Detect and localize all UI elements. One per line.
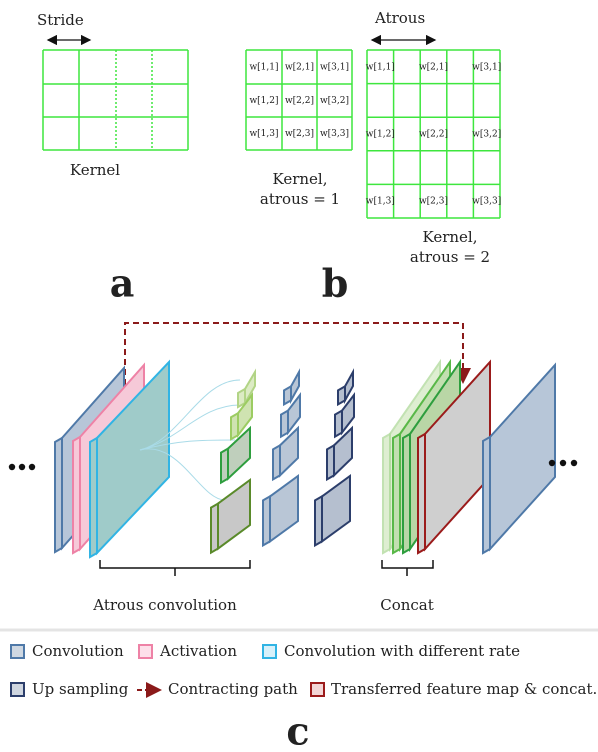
kernel-weight: w[1,2] bbox=[366, 130, 395, 140]
kernel-weight: w[1,1] bbox=[366, 62, 395, 72]
kernel-weight: w[2,1] bbox=[419, 62, 448, 72]
layer bbox=[322, 476, 350, 541]
layer-edge bbox=[338, 386, 345, 404]
bracket bbox=[100, 560, 250, 576]
kernel-weight: w[1,3] bbox=[366, 197, 395, 207]
concat-label: Concat bbox=[380, 596, 434, 614]
layer-edge bbox=[273, 445, 280, 479]
ellipsis-dot bbox=[571, 460, 577, 466]
legend-swatch bbox=[139, 645, 152, 658]
legend-text: Activation bbox=[159, 642, 237, 660]
layer-edge bbox=[231, 413, 238, 439]
atrous-label: Atrous bbox=[374, 9, 425, 27]
layer-edge bbox=[211, 504, 218, 553]
kernel-weight: w[3,3] bbox=[472, 197, 501, 207]
caption: Kernel, bbox=[423, 228, 478, 246]
ellipsis-dot bbox=[29, 464, 35, 470]
legend-swatch bbox=[311, 683, 324, 696]
legend-text: Contracting path bbox=[168, 680, 298, 698]
bracket bbox=[382, 560, 433, 576]
atrous-conv-label: Atrous convolution bbox=[92, 596, 237, 614]
layer-edge bbox=[221, 449, 228, 483]
kernel-weight: w[2,2] bbox=[419, 130, 448, 140]
layer bbox=[291, 372, 299, 400]
kernel-weight: w[2,2] bbox=[285, 96, 314, 106]
kernel-weight: w[3,2] bbox=[472, 130, 501, 140]
legend-text: Up sampling bbox=[32, 680, 129, 698]
layer-edge bbox=[90, 438, 97, 557]
ellipsis-dot bbox=[9, 464, 15, 470]
layer-edge bbox=[483, 437, 490, 553]
legend-swatch bbox=[11, 645, 24, 658]
layer bbox=[345, 372, 353, 400]
layer-edge bbox=[335, 411, 342, 437]
layer bbox=[270, 476, 298, 541]
layer-edge bbox=[263, 496, 270, 545]
legend-swatch bbox=[263, 645, 276, 658]
stride-label: Stride bbox=[37, 11, 84, 29]
kernel-weight: w[3,3] bbox=[320, 129, 349, 139]
layer-edge bbox=[284, 386, 291, 404]
kernel-weight: w[1,3] bbox=[249, 129, 278, 139]
ellipsis-dot bbox=[19, 464, 25, 470]
panel-letter: c bbox=[286, 709, 309, 752]
kernel-weight: w[3,2] bbox=[320, 96, 349, 106]
ellipsis-dot bbox=[549, 460, 555, 466]
kernel-weight: w[1,1] bbox=[249, 63, 278, 73]
kernel-weight: w[2,3] bbox=[419, 197, 448, 207]
layer-edge bbox=[281, 411, 288, 437]
layers bbox=[9, 362, 577, 557]
legend-text: Transferred feature map & concat. bbox=[331, 680, 597, 698]
caption: atrous = 2 bbox=[410, 248, 490, 266]
layer bbox=[490, 365, 555, 549]
contracting-path bbox=[125, 323, 463, 385]
layer-edge bbox=[393, 434, 400, 553]
layer-edge bbox=[327, 445, 334, 479]
panel-letter: a bbox=[110, 261, 135, 306]
legend-text: Convolution with different rate bbox=[284, 642, 520, 660]
kernel-label: Kernel bbox=[70, 161, 120, 179]
kernel-weight: w[2,1] bbox=[285, 63, 314, 73]
layer-edge bbox=[383, 434, 390, 553]
layer bbox=[218, 480, 250, 549]
kernel-weight: w[1,2] bbox=[249, 96, 278, 106]
layer-edge bbox=[315, 496, 322, 545]
panel-letter: b bbox=[322, 261, 349, 306]
layer-edge bbox=[403, 434, 410, 553]
legend-text: Convolution bbox=[32, 642, 124, 660]
layer-edge bbox=[418, 434, 425, 553]
caption: Kernel, bbox=[273, 170, 328, 188]
figure: Stride Kernel a Atrous Kernel, atrous = … bbox=[0, 0, 598, 752]
layer-edge bbox=[73, 437, 80, 553]
kernel-weight: w[3,1] bbox=[320, 63, 349, 73]
caption: atrous = 1 bbox=[260, 190, 340, 208]
kernel-weight: w[2,3] bbox=[285, 129, 314, 139]
ellipsis-dot bbox=[560, 460, 566, 466]
kernel-weight: w[3,1] bbox=[472, 62, 501, 72]
layer-edge bbox=[55, 438, 62, 552]
legend-swatch bbox=[11, 683, 24, 696]
